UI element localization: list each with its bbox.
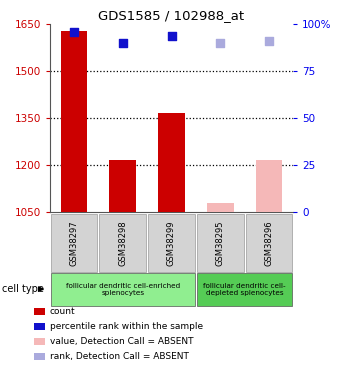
Bar (109, 160, 136, 212)
Text: rank, Detection Call = ABSENT: rank, Detection Call = ABSENT (50, 352, 189, 361)
Text: GSM38295: GSM38295 (216, 220, 225, 266)
Bar (158, 114, 185, 212)
Point (217, 40, 223, 46)
Text: percentile rank within the sample: percentile rank within the sample (50, 322, 203, 331)
Text: cell type: cell type (2, 284, 44, 294)
Text: follicular dendritic cell-enriched
splenocytes: follicular dendritic cell-enriched splen… (66, 283, 180, 296)
Bar (207, 203, 234, 212)
Text: count: count (50, 307, 75, 316)
Text: GSM38299: GSM38299 (167, 220, 176, 266)
Text: value, Detection Call = ABSENT: value, Detection Call = ABSENT (50, 337, 193, 346)
Point (169, 33, 174, 39)
Point (120, 40, 126, 46)
Text: GSM38296: GSM38296 (264, 220, 273, 266)
Bar (61, 31, 87, 212)
Point (71, 29, 77, 35)
Text: GSM38298: GSM38298 (118, 220, 127, 266)
Bar (256, 160, 282, 212)
Point (266, 38, 272, 44)
Text: follicular dendritic cell-
depleted splenocytes: follicular dendritic cell- depleted sple… (203, 283, 286, 296)
Text: GDS1585 / 102988_at: GDS1585 / 102988_at (98, 9, 245, 22)
Text: GSM38297: GSM38297 (70, 220, 79, 266)
